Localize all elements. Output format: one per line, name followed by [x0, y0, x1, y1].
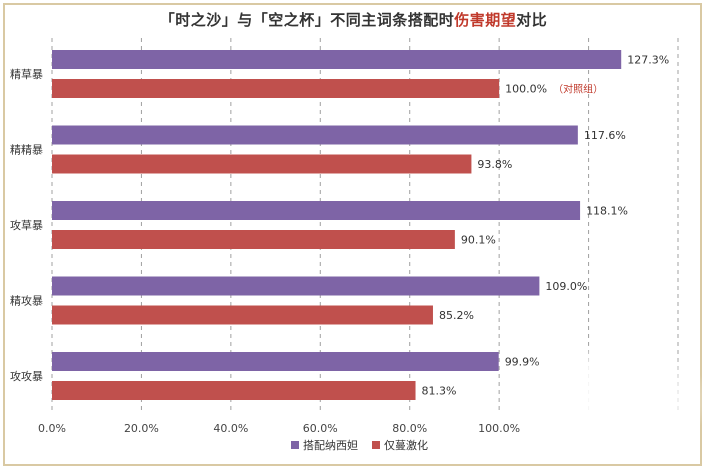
category-label: 精精暴 [10, 144, 43, 157]
category-label: 攻攻暴 [10, 369, 43, 383]
data-label: 85.2% [439, 309, 474, 322]
bar [52, 50, 622, 69]
legend-swatch [291, 441, 299, 449]
category-label: 攻草暴 [10, 218, 43, 232]
category-label: 精草暴 [10, 68, 43, 81]
bar [52, 230, 455, 249]
x-tick-label: 20.0% [124, 422, 159, 435]
bar [52, 154, 472, 174]
control-group-annotation: （对照组） [553, 83, 603, 96]
x-tick-label: 40.0% [213, 422, 248, 435]
bar [52, 79, 500, 98]
bar [52, 352, 499, 371]
x-tick-label: 0.0% [38, 422, 66, 435]
x-tick-label: 80.0% [392, 422, 427, 435]
x-tick-label: 100.0% [478, 422, 520, 435]
bar [52, 201, 581, 220]
bar [52, 276, 540, 296]
chart-title-prefix: 「时之沙」与「空之杯」不同主词条搭配时 [159, 11, 455, 29]
data-label: 99.9% [505, 356, 540, 369]
chart-title: 「时之沙」与「空之杯」不同主词条搭配时伤害期望对比 [0, 9, 707, 30]
data-label: 93.8% [477, 158, 512, 171]
data-label: 81.3% [422, 385, 457, 398]
data-label: 109.0% [545, 280, 587, 293]
bar [52, 381, 416, 400]
legend-label: 搭配纳西妲 [303, 438, 358, 452]
data-label: 100.0% [505, 83, 547, 96]
x-tick-label: 60.0% [303, 422, 338, 435]
bar [52, 305, 433, 325]
data-label: 90.1% [461, 234, 496, 247]
chart-title-suffix: 对比 [516, 11, 548, 29]
data-label: 118.1% [586, 205, 628, 218]
legend-swatch [372, 441, 380, 449]
legend-label: 仅蔓激化 [384, 438, 428, 452]
bar [52, 125, 578, 145]
data-label: 117.6% [584, 129, 626, 142]
chart-title-highlight: 伤害期望 [454, 11, 517, 29]
data-label: 127.3% [627, 54, 669, 67]
category-label: 精攻暴 [10, 294, 43, 308]
